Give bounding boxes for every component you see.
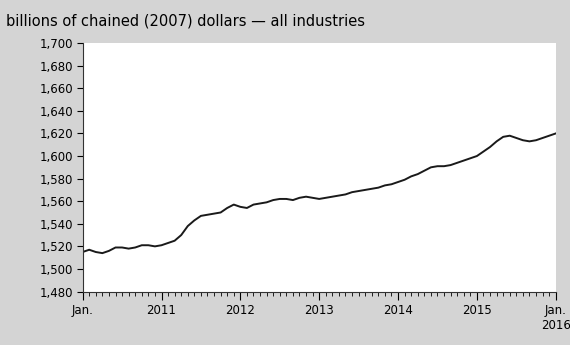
- Text: billions of chained (2007) dollars — all industries: billions of chained (2007) dollars — all…: [6, 14, 365, 29]
